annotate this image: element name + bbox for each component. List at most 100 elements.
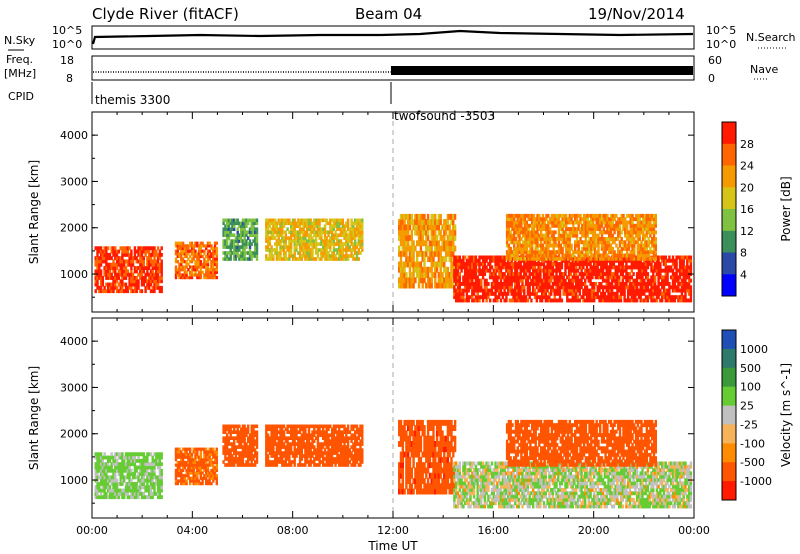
echo-cell	[158, 482, 162, 486]
echo-cell	[636, 227, 640, 231]
echo-cell	[339, 233, 343, 237]
echo-cell	[584, 240, 588, 245]
echo-cell	[142, 478, 145, 483]
echo-cell	[623, 282, 626, 286]
echo-cell	[536, 220, 539, 225]
echo-cell	[146, 495, 149, 500]
echo-cell	[453, 213, 457, 220]
echo-cell	[646, 272, 650, 276]
echo-cell	[587, 262, 590, 266]
echo-cell	[108, 285, 112, 290]
echo-cell	[649, 240, 652, 245]
echo-cell	[558, 295, 562, 300]
echo-cell	[192, 246, 195, 251]
echo-cell	[178, 262, 181, 266]
echo-cell	[355, 245, 359, 249]
echo-cell	[603, 278, 607, 283]
echo-cell	[137, 272, 140, 277]
echo-cell	[531, 233, 534, 238]
echo-cell	[575, 233, 579, 238]
echo-cell	[131, 475, 135, 480]
echo-cell	[107, 488, 110, 493]
echo-cell	[139, 491, 142, 496]
echo-cell	[552, 223, 555, 228]
echo-cell	[155, 269, 158, 274]
echo-cell	[654, 256, 657, 261]
echo-cell	[654, 246, 657, 251]
echo-cell	[570, 243, 573, 248]
echo-cell	[553, 291, 556, 296]
echo-cell	[499, 282, 503, 286]
echo-cell	[524, 258, 528, 263]
echo-cell	[566, 275, 569, 280]
echo-cell	[607, 258, 610, 263]
echo-cell	[532, 220, 536, 225]
echo-cell	[634, 291, 637, 296]
echo-cell	[548, 250, 552, 255]
echo-cell	[359, 251, 362, 255]
echo-cell	[516, 256, 519, 261]
echo-cell	[140, 259, 144, 264]
echo-cell	[108, 488, 112, 493]
echo-cell	[498, 262, 501, 266]
echo-cell	[354, 236, 357, 240]
echo-cell	[300, 218, 303, 223]
echo-cell	[483, 265, 487, 270]
echo-cell	[551, 285, 555, 290]
echo-cell	[112, 491, 115, 496]
echo-cell	[483, 282, 487, 286]
echo-cell	[651, 243, 654, 248]
echo-cell	[275, 221, 279, 226]
echo-cell	[178, 460, 181, 465]
echo-cell	[666, 291, 669, 296]
echo-cell	[197, 249, 201, 253]
echo-cell	[566, 295, 569, 300]
echo-cell	[149, 462, 153, 467]
echo-cell	[630, 295, 633, 300]
echo-cell	[452, 250, 455, 257]
echo-cell	[407, 219, 410, 225]
echo-cell	[206, 241, 210, 245]
echo-cell	[103, 478, 106, 483]
echo-cell	[534, 237, 537, 241]
echo-cell	[603, 272, 607, 276]
echo-cell	[446, 240, 450, 247]
echo-cell	[94, 289, 97, 294]
echo-cell	[689, 295, 693, 300]
echo-cell	[494, 295, 497, 300]
echo-cell	[114, 468, 117, 473]
echo-cell	[505, 230, 509, 235]
echo-cell	[471, 282, 474, 286]
echo-cell	[632, 278, 635, 283]
echo-cell	[548, 272, 551, 276]
echo-cell	[536, 233, 539, 238]
echo-cell	[350, 230, 353, 234]
echo-cell	[582, 265, 585, 270]
echo-cell	[532, 233, 536, 238]
echo-cell	[137, 455, 140, 460]
echo-cell	[307, 248, 311, 252]
echo-cell	[407, 245, 410, 252]
echo-cell	[266, 239, 270, 243]
echo-cell	[403, 282, 406, 289]
echo-cell	[662, 291, 666, 296]
echo-cell	[98, 452, 101, 457]
echo-cell	[277, 236, 280, 240]
echo-cell	[176, 447, 179, 451]
echo-cell	[245, 245, 248, 249]
echo-cell	[568, 213, 571, 218]
echo-cell	[234, 248, 238, 252]
echo-cell	[255, 218, 259, 223]
echo-cell	[330, 239, 334, 243]
echo-cell	[96, 259, 99, 264]
echo-cell	[323, 251, 327, 255]
echo-cell	[505, 253, 509, 258]
echo-cell	[498, 268, 501, 273]
cpid-program-2: twofsound -3503	[394, 109, 495, 123]
echo-cell	[548, 237, 552, 241]
echo-cell	[450, 261, 453, 268]
echo-cell	[114, 285, 117, 290]
echo-cell	[590, 243, 593, 248]
echo-cell	[155, 491, 158, 496]
echo-cell	[248, 251, 252, 255]
